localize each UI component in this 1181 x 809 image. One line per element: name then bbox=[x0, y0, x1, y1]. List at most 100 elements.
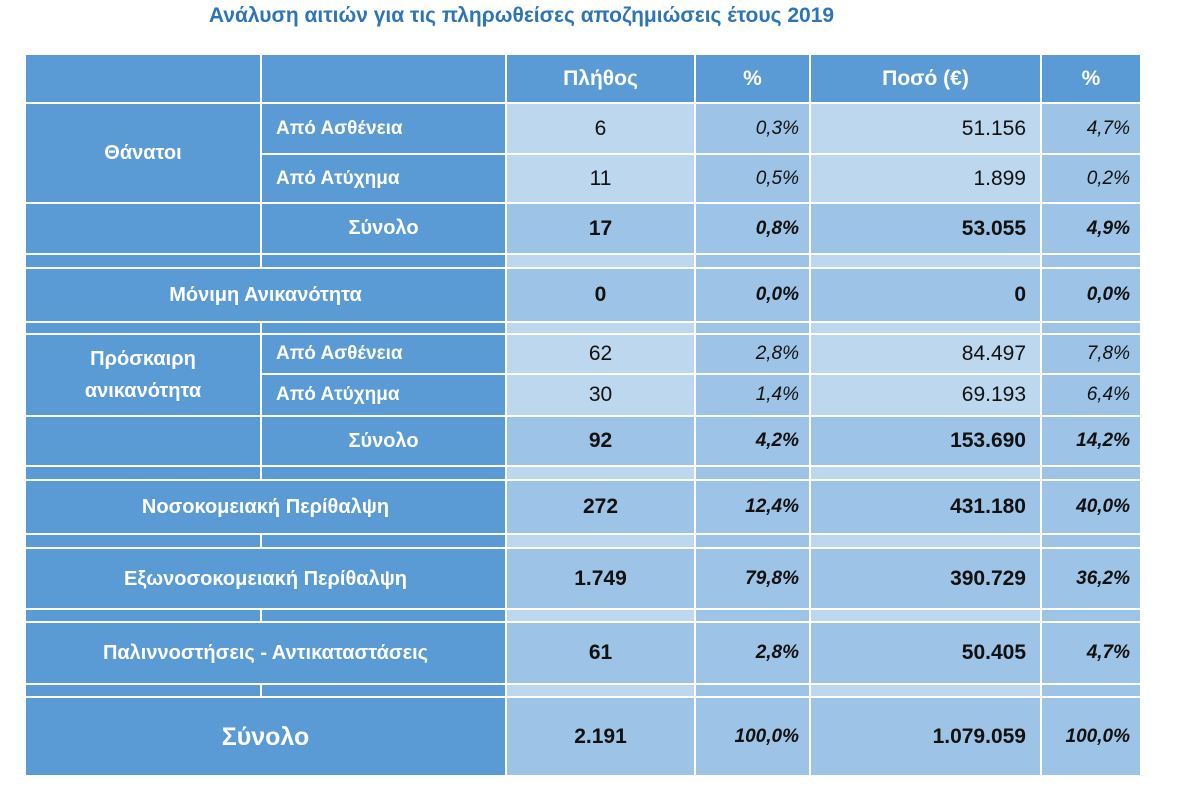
temporary-total-pct: 4,2% bbox=[696, 417, 809, 465]
temporary-total-amount-pct: 14,2% bbox=[1042, 417, 1140, 465]
hospital-care-pct: 12,4% bbox=[696, 481, 809, 533]
hospital-care-label: Νοσοκομειακή Περίθαλψη bbox=[26, 481, 505, 533]
spacer-row bbox=[1042, 467, 1140, 479]
grand-total-pct: 100,0% bbox=[696, 698, 809, 775]
spacer-row bbox=[507, 535, 694, 547]
hospital-care-amount: 431.180 bbox=[811, 481, 1040, 533]
header-count-pct: % bbox=[696, 55, 809, 102]
spacer-row bbox=[26, 467, 260, 479]
permanent-disability-label: Μόνιμη Ανικανότητα bbox=[26, 269, 505, 321]
spacer-row bbox=[811, 610, 1040, 621]
deaths-accident-pct: 0,5% bbox=[696, 155, 809, 202]
spacer-row bbox=[26, 255, 260, 267]
temporary-accident-amount-pct: 6,4% bbox=[1042, 375, 1140, 415]
deaths-illness-amount-pct: 4,7% bbox=[1042, 104, 1140, 153]
temporary-accident-label: Από Ατύχημα bbox=[262, 375, 505, 415]
temporary-total-blank bbox=[26, 417, 260, 465]
spacer-row bbox=[262, 467, 505, 479]
spacer-row bbox=[811, 467, 1040, 479]
spacer-row bbox=[262, 610, 505, 621]
repatriation-pct: 2,8% bbox=[696, 623, 809, 683]
spacer-row bbox=[696, 255, 809, 267]
spacer-row bbox=[1042, 535, 1140, 547]
spacer-row bbox=[811, 323, 1040, 333]
temporary-total-label: Σύνολο bbox=[262, 417, 505, 465]
spacer-row bbox=[262, 685, 505, 696]
outpatient-care-pct: 79,8% bbox=[696, 549, 809, 608]
grand-total-label: Σύνολο bbox=[26, 698, 505, 775]
grand-total-count: 2.191 bbox=[507, 698, 694, 775]
deaths-accident-amount-pct: 0,2% bbox=[1042, 155, 1140, 202]
deaths-illness-label: Από Ασθένεια bbox=[262, 104, 505, 153]
temporary-illness-amount-pct: 7,8% bbox=[1042, 335, 1140, 373]
spacer-row bbox=[696, 535, 809, 547]
spacer-row bbox=[507, 467, 694, 479]
temporary-accident-count: 30 bbox=[507, 375, 694, 415]
temporary-illness-amount: 84.497 bbox=[811, 335, 1040, 373]
outpatient-care-amount-pct: 36,2% bbox=[1042, 549, 1140, 608]
temporary-accident-amount: 69.193 bbox=[811, 375, 1040, 415]
grand-total-amount-pct: 100,0% bbox=[1042, 698, 1140, 775]
header-amount: Ποσό (€) bbox=[811, 55, 1040, 102]
spacer-row bbox=[262, 323, 505, 333]
hospital-care-count: 272 bbox=[507, 481, 694, 533]
temporary-label-line1: Πρόσκαιρη bbox=[90, 348, 196, 370]
deaths-total-blank bbox=[26, 204, 260, 253]
spacer-row bbox=[1042, 685, 1140, 696]
deaths-group-label: Θάνατοι bbox=[26, 104, 260, 202]
spacer-row bbox=[1042, 323, 1140, 333]
repatriation-amount: 50.405 bbox=[811, 623, 1040, 683]
deaths-accident-count: 11 bbox=[507, 155, 694, 202]
permanent-disability-count: 0 bbox=[507, 269, 694, 321]
spacer-row bbox=[26, 323, 260, 333]
permanent-disability-amount: 0 bbox=[811, 269, 1040, 321]
spacer-row bbox=[26, 685, 260, 696]
deaths-total-count: 17 bbox=[507, 204, 694, 253]
spacer-row bbox=[26, 535, 260, 547]
claims-analysis-table: Πλήθος % Ποσό (€) % Θάνατοι Από Ασθένεια… bbox=[26, 55, 1140, 775]
repatriation-count: 61 bbox=[507, 623, 694, 683]
spacer-row bbox=[696, 610, 809, 621]
header-count: Πλήθος bbox=[507, 55, 694, 102]
grand-total-amount: 1.079.059 bbox=[811, 698, 1040, 775]
spacer-row bbox=[696, 467, 809, 479]
temporary-total-amount: 153.690 bbox=[811, 417, 1040, 465]
repatriation-amount-pct: 4,7% bbox=[1042, 623, 1140, 683]
spacer-row bbox=[507, 685, 694, 696]
deaths-illness-amount: 51.156 bbox=[811, 104, 1040, 153]
spacer-row bbox=[696, 323, 809, 333]
outpatient-care-count: 1.749 bbox=[507, 549, 694, 608]
temporary-total-count: 92 bbox=[507, 417, 694, 465]
deaths-accident-amount: 1.899 bbox=[811, 155, 1040, 202]
outpatient-care-amount: 390.729 bbox=[811, 549, 1040, 608]
temporary-disability-group-label: Πρόσκαιρη ανικανότητα bbox=[26, 335, 260, 415]
permanent-disability-amount-pct: 0,0% bbox=[1042, 269, 1140, 321]
spacer-row bbox=[507, 255, 694, 267]
spacer-row bbox=[26, 610, 260, 621]
deaths-illness-count: 6 bbox=[507, 104, 694, 153]
temporary-label-line2: ανικανότητα bbox=[84, 380, 202, 402]
deaths-total-pct: 0,8% bbox=[696, 204, 809, 253]
header-empty-1 bbox=[26, 55, 260, 102]
repatriation-label: Παλιννοστήσεις - Αντικαταστάσεις bbox=[26, 623, 505, 683]
permanent-disability-pct: 0,0% bbox=[696, 269, 809, 321]
spacer-row bbox=[811, 255, 1040, 267]
deaths-total-amount: 53.055 bbox=[811, 204, 1040, 253]
header-empty-2 bbox=[262, 55, 505, 102]
temporary-illness-pct: 2,8% bbox=[696, 335, 809, 373]
temporary-illness-count: 62 bbox=[507, 335, 694, 373]
spacer-row bbox=[1042, 610, 1140, 621]
deaths-illness-pct: 0,3% bbox=[696, 104, 809, 153]
spacer-row bbox=[696, 685, 809, 696]
temporary-illness-label: Από Ασθένεια bbox=[262, 335, 505, 373]
spacer-row bbox=[507, 610, 694, 621]
spacer-row bbox=[262, 535, 505, 547]
hospital-care-amount-pct: 40,0% bbox=[1042, 481, 1140, 533]
spacer-row bbox=[811, 685, 1040, 696]
spacer-row bbox=[811, 535, 1040, 547]
deaths-accident-label: Από Ατύχημα bbox=[262, 155, 505, 202]
spacer-row bbox=[1042, 255, 1140, 267]
spacer-row bbox=[507, 323, 694, 333]
table-title: Ανάλυση αιτιών για τις πληρωθείσες αποζη… bbox=[208, 4, 835, 27]
spacer-row bbox=[262, 255, 505, 267]
